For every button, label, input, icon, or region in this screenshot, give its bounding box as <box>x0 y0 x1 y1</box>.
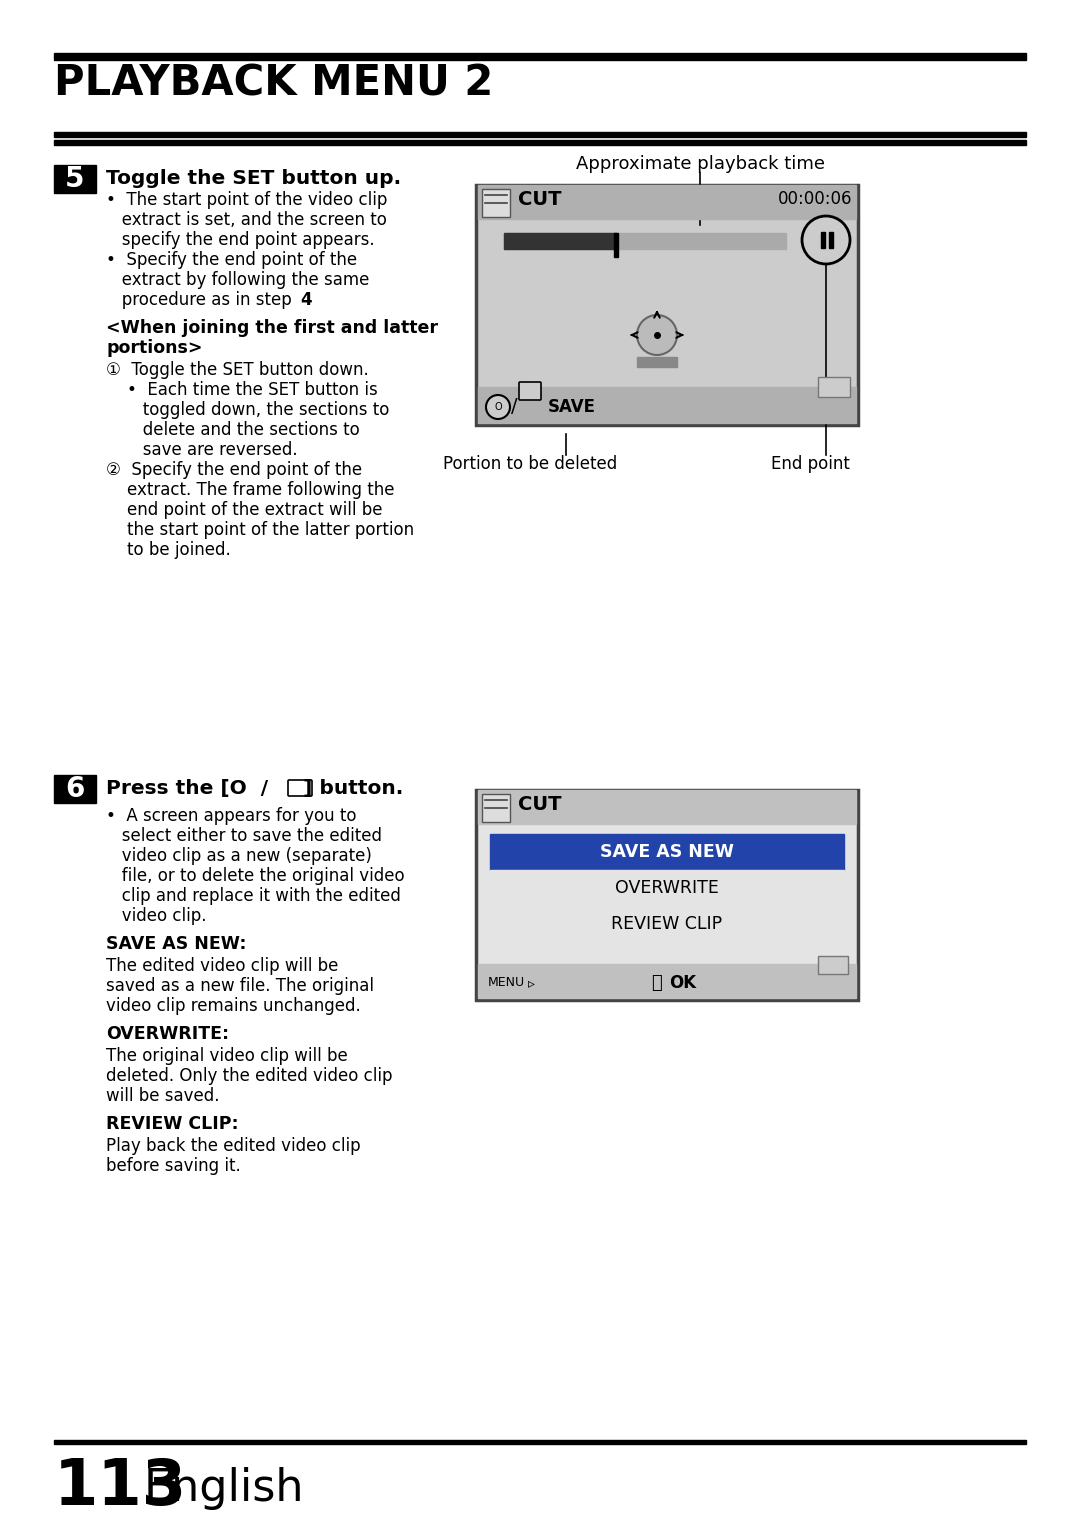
Circle shape <box>637 315 677 354</box>
Text: Play back the edited video clip: Play back the edited video clip <box>106 1138 361 1154</box>
Text: procedure as in step: procedure as in step <box>106 291 297 309</box>
Text: before saving it.: before saving it. <box>106 1157 241 1176</box>
Text: REVIEW CLIP:: REVIEW CLIP: <box>106 1115 239 1133</box>
Text: Toggle the SET button up.: Toggle the SET button up. <box>106 169 401 189</box>
Text: <When joining the first and latter: <When joining the first and latter <box>106 319 438 338</box>
Bar <box>490 870 843 907</box>
Text: video clip remains unchanged.: video clip remains unchanged. <box>106 996 361 1015</box>
Text: 113: 113 <box>54 1456 187 1518</box>
Text: PLAYBACK MENU 2: PLAYBACK MENU 2 <box>54 62 494 103</box>
Text: /: / <box>511 397 517 417</box>
Bar <box>478 789 856 824</box>
Text: to be joined.: to be joined. <box>106 541 231 560</box>
Text: video clip as a new (separate): video clip as a new (separate) <box>106 847 372 865</box>
Text: The original video clip will be: The original video clip will be <box>106 1046 348 1065</box>
Text: extract by following the same: extract by following the same <box>106 271 369 289</box>
Text: the start point of the latter portion: the start point of the latter portion <box>106 522 414 538</box>
Text: OK: OK <box>669 973 697 992</box>
Bar <box>54 1440 1026 1443</box>
Text: O: O <box>495 402 502 412</box>
Text: video clip.: video clip. <box>106 907 206 925</box>
Text: file, or to delete the original video: file, or to delete the original video <box>106 867 405 885</box>
Text: •  Specify the end point of the: • Specify the end point of the <box>106 251 357 269</box>
Bar <box>478 186 856 219</box>
Text: •  Each time the SET button is: • Each time the SET button is <box>106 380 378 399</box>
Bar <box>478 386 856 423</box>
Circle shape <box>486 395 510 418</box>
Bar <box>490 907 843 941</box>
Text: MENU: MENU <box>488 976 525 990</box>
Text: SAVE AS NEW:: SAVE AS NEW: <box>106 935 246 954</box>
Bar <box>54 53 1026 59</box>
Text: SAVE AS NEW: SAVE AS NEW <box>600 843 734 861</box>
Bar <box>482 189 510 218</box>
Text: 00:00:06: 00:00:06 <box>778 190 852 208</box>
Text: end point of the extract will be: end point of the extract will be <box>106 500 382 519</box>
Text: Approximate playback time: Approximate playback time <box>576 155 824 173</box>
Text: OVERWRITE: OVERWRITE <box>616 879 719 897</box>
Text: select either to save the edited: select either to save the edited <box>106 827 382 846</box>
Bar <box>476 789 858 999</box>
Bar <box>482 794 510 821</box>
Circle shape <box>802 216 850 265</box>
Text: Portion to be deleted: Portion to be deleted <box>443 455 617 473</box>
Text: Press the [O  /     ] button.: Press the [O / ] button. <box>106 779 403 799</box>
Text: 6: 6 <box>65 776 84 803</box>
Text: 4: 4 <box>300 291 312 309</box>
Text: saved as a new file. The original: saved as a new file. The original <box>106 976 374 995</box>
Text: Ⓢ: Ⓢ <box>651 973 662 992</box>
Bar <box>504 233 616 249</box>
Text: 5: 5 <box>65 164 84 193</box>
Bar <box>818 377 850 397</box>
Text: CUT: CUT <box>518 190 562 208</box>
Bar <box>490 834 843 870</box>
Text: save are reversed.: save are reversed. <box>106 441 298 459</box>
Bar <box>637 357 677 367</box>
Bar <box>54 164 96 193</box>
Text: will be saved.: will be saved. <box>106 1088 219 1104</box>
Text: toggled down, the sections to: toggled down, the sections to <box>106 402 390 418</box>
Bar <box>54 776 96 803</box>
Text: CUT: CUT <box>518 795 562 814</box>
FancyBboxPatch shape <box>288 780 312 795</box>
Text: portions>: portions> <box>106 339 203 357</box>
Bar <box>54 132 1026 137</box>
Text: ▹: ▹ <box>528 976 535 990</box>
Text: •  The start point of the video clip: • The start point of the video clip <box>106 192 388 208</box>
Text: SAVE: SAVE <box>548 399 596 417</box>
Text: delete and the sections to: delete and the sections to <box>106 421 360 440</box>
Text: OVERWRITE:: OVERWRITE: <box>106 1025 229 1043</box>
Bar <box>478 964 856 998</box>
Text: •  A screen appears for you to: • A screen appears for you to <box>106 808 356 824</box>
Bar <box>829 233 833 248</box>
Bar <box>615 233 618 257</box>
Bar <box>504 233 786 249</box>
Bar <box>821 233 825 248</box>
Bar <box>54 140 1026 144</box>
FancyBboxPatch shape <box>519 382 541 400</box>
Text: REVIEW CLIP: REVIEW CLIP <box>611 916 723 932</box>
Text: deleted. Only the edited video clip: deleted. Only the edited video clip <box>106 1068 392 1084</box>
Text: extract. The frame following the: extract. The frame following the <box>106 481 394 499</box>
Text: clip and replace it with the edited: clip and replace it with the edited <box>106 887 401 905</box>
Text: extract is set, and the screen to: extract is set, and the screen to <box>106 211 387 230</box>
Bar <box>818 957 848 973</box>
Text: ②  Specify the end point of the: ② Specify the end point of the <box>106 461 362 479</box>
Text: ①  Toggle the SET button down.: ① Toggle the SET button down. <box>106 360 368 379</box>
Text: specify the end point appears.: specify the end point appears. <box>106 231 375 249</box>
Text: English: English <box>144 1466 305 1510</box>
Text: The edited video clip will be: The edited video clip will be <box>106 957 338 975</box>
Bar <box>476 186 858 424</box>
Text: End point: End point <box>770 455 850 473</box>
